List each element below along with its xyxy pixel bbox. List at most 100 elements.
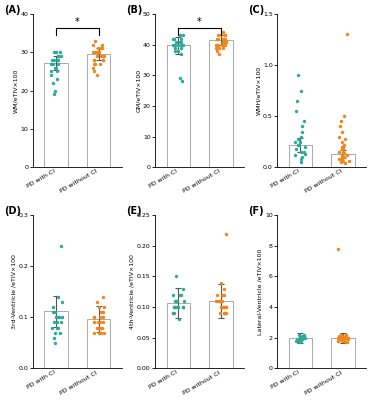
Point	[49, 57, 55, 63]
Point	[339, 144, 344, 150]
Point	[214, 35, 220, 42]
Point	[170, 35, 176, 42]
Point	[58, 49, 64, 55]
Point	[176, 316, 182, 323]
Point	[55, 53, 61, 59]
Point	[97, 319, 103, 326]
Point	[302, 151, 308, 157]
Point	[299, 128, 305, 135]
Point	[98, 309, 104, 316]
Point	[55, 61, 61, 67]
Point	[218, 304, 224, 310]
Point	[339, 336, 345, 342]
Point	[101, 330, 107, 336]
Point	[342, 136, 348, 142]
Point	[94, 72, 100, 79]
Point	[100, 314, 106, 320]
Point	[343, 332, 349, 338]
Point	[100, 319, 106, 326]
Point	[97, 314, 103, 320]
Point	[301, 149, 307, 155]
Point	[222, 310, 228, 316]
Point	[99, 41, 105, 48]
Y-axis label: 4th-Ventricle /eTIV×100: 4th-Ventricle /eTIV×100	[130, 254, 135, 329]
Point	[52, 330, 58, 336]
Point	[221, 310, 227, 316]
Point	[336, 134, 342, 140]
Point	[341, 338, 347, 344]
Point	[299, 336, 305, 342]
Point	[92, 57, 97, 63]
Point	[51, 49, 57, 55]
Point	[95, 45, 101, 52]
Point	[215, 41, 221, 48]
Point	[90, 41, 96, 48]
Point	[298, 156, 304, 162]
Point	[222, 310, 228, 316]
Point	[177, 38, 183, 45]
Point	[51, 80, 57, 86]
Point	[170, 41, 176, 48]
Point	[344, 152, 350, 158]
Point	[298, 134, 304, 140]
Point	[293, 108, 299, 114]
Point	[342, 160, 348, 166]
Point	[100, 294, 106, 300]
Point	[339, 156, 345, 162]
Point	[340, 149, 346, 155]
Point	[171, 304, 177, 310]
Point	[173, 38, 179, 45]
Point	[220, 292, 226, 298]
Point	[98, 45, 104, 52]
Point	[221, 304, 227, 310]
Point	[339, 146, 345, 152]
Bar	[87, 319, 110, 369]
Point	[170, 292, 176, 298]
Point	[48, 68, 54, 75]
Point	[172, 298, 178, 304]
Point	[90, 65, 96, 71]
Point	[338, 334, 344, 341]
Point	[53, 65, 59, 71]
Point	[299, 123, 305, 130]
Point	[92, 38, 98, 44]
Point	[218, 298, 224, 304]
Point	[174, 298, 180, 304]
Point	[338, 159, 344, 165]
Point	[55, 53, 61, 59]
Point	[297, 333, 303, 340]
Point	[52, 309, 58, 316]
Point	[54, 76, 60, 82]
Point	[337, 118, 343, 124]
Point	[340, 144, 346, 150]
Point	[48, 72, 54, 79]
Point	[341, 150, 347, 156]
Point	[171, 304, 177, 310]
Point	[295, 142, 301, 148]
Point	[55, 314, 61, 320]
Point	[299, 154, 305, 160]
Point	[220, 35, 226, 42]
Point	[295, 338, 301, 344]
Point	[95, 49, 101, 55]
Point	[95, 324, 101, 331]
Point	[92, 61, 98, 67]
Point	[292, 152, 298, 158]
Bar	[87, 54, 110, 167]
Point	[335, 334, 341, 341]
Point	[59, 299, 65, 305]
Point	[298, 336, 304, 342]
Point	[301, 334, 307, 341]
Point	[56, 314, 62, 320]
Point	[214, 292, 219, 298]
Point	[54, 324, 60, 331]
Point	[58, 319, 64, 326]
Point	[172, 45, 178, 51]
Point	[294, 97, 300, 104]
Point	[96, 304, 102, 310]
Point	[58, 243, 64, 249]
Point	[214, 48, 219, 54]
Point	[223, 38, 229, 45]
Point	[295, 136, 301, 142]
Point	[344, 31, 350, 38]
